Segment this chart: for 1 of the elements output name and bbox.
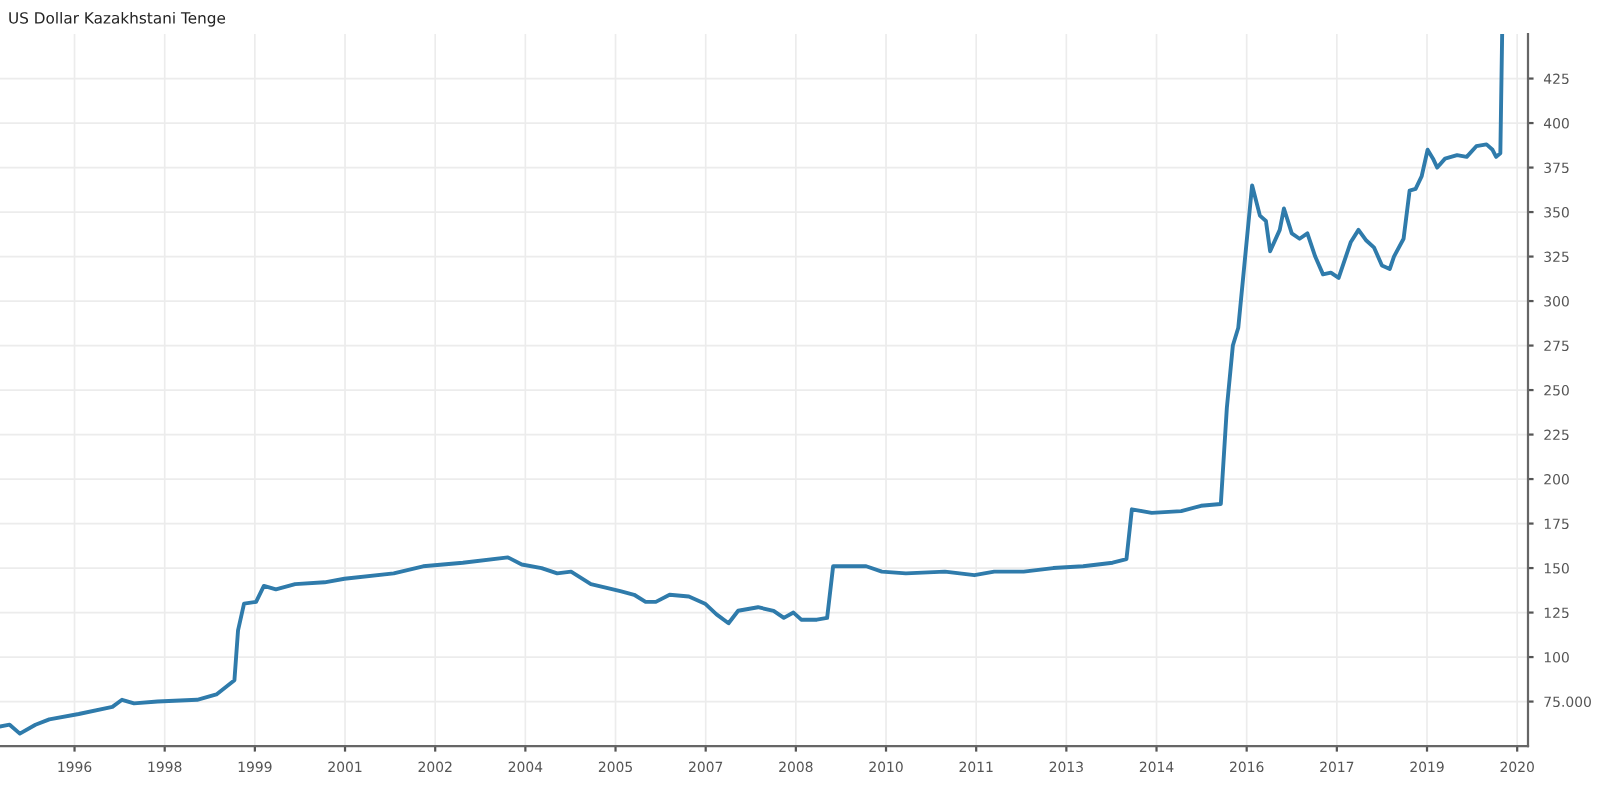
line-series: [0, 34, 1505, 736]
